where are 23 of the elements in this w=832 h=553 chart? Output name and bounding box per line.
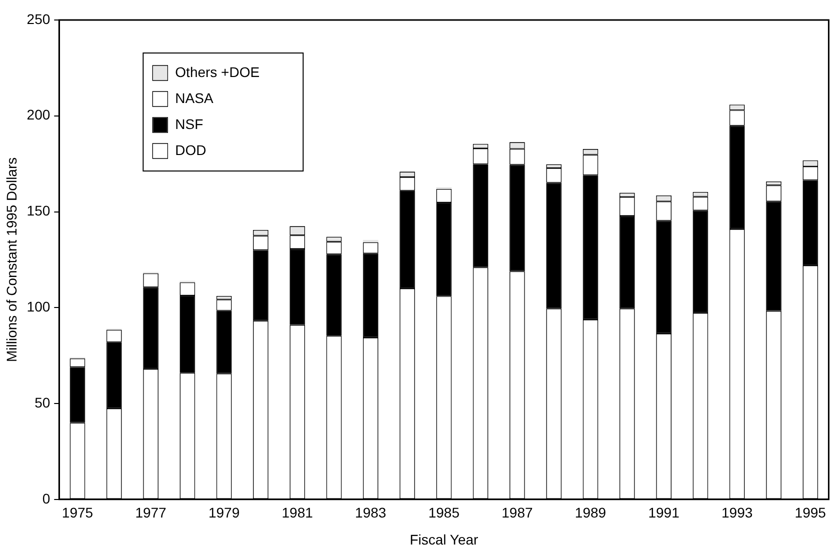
x-tick-label: 1979 — [208, 504, 240, 521]
x-tick-label: 1977 — [135, 504, 167, 521]
y-tick-label: 50 — [34, 394, 50, 410]
y-tick-label: 150 — [26, 202, 50, 219]
x-tick-label: 1985 — [428, 504, 460, 521]
x-tick-label: 1983 — [355, 504, 386, 521]
x-tick-label: 1995 — [794, 504, 826, 521]
x-tick-label: 1991 — [648, 504, 680, 521]
y-tick-label: 200 — [26, 106, 50, 123]
x-axis-title: Fiscal Year — [410, 531, 479, 548]
y-tick-label: 100 — [26, 298, 50, 314]
y-tick-label: 0 — [42, 490, 50, 506]
x-tick-label: 1975 — [62, 504, 94, 521]
legend-label: Others +DOE — [175, 64, 260, 80]
x-tick-label: 1981 — [282, 504, 314, 521]
x-tick-label: 1993 — [722, 504, 753, 521]
y-tick-label: 250 — [26, 10, 50, 27]
legend-label: NASA — [175, 90, 214, 106]
legend-label: NSF — [175, 116, 204, 132]
x-tick-label: 1989 — [574, 504, 606, 521]
x-tick-label: 1987 — [502, 504, 533, 521]
y-axis-title: Millions of Constant 1995 Dollars — [3, 157, 20, 362]
legend-label: DOD — [175, 142, 206, 158]
